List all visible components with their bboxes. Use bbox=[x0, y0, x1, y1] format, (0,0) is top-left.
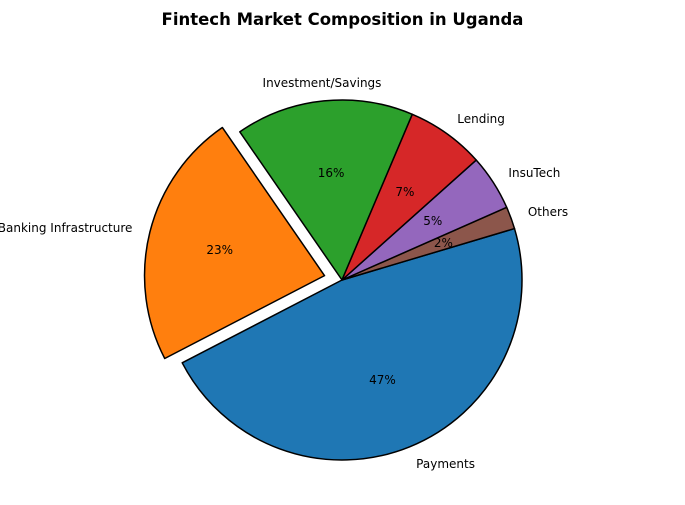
pie-chart-container: Fintech Market Composition in Uganda Inv… bbox=[0, 0, 685, 505]
pie-svg bbox=[0, 0, 685, 505]
